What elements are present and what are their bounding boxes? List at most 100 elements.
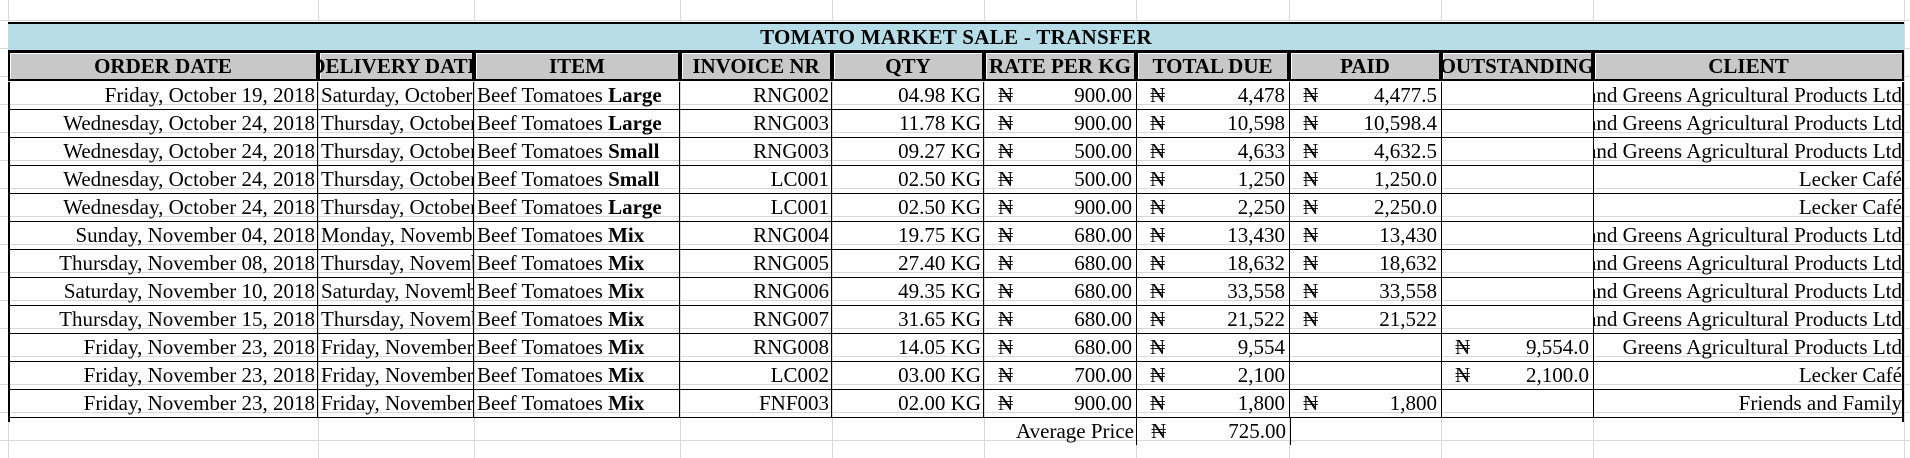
client-cell[interactable]: Reds and Greens Agricultural Products Lt… [1593, 222, 1904, 249]
qty-cell[interactable]: 49.35 KG [832, 278, 984, 305]
item-cell[interactable]: Beef Tomatoes Large [474, 194, 680, 221]
item-cell[interactable]: Beef Tomatoes Mix [474, 362, 680, 389]
paid-cell[interactable]: ₦ 21,522 [1289, 306, 1442, 333]
qty-cell[interactable]: 02.00 KG [832, 390, 984, 417]
qty-cell[interactable]: 27.40 KG [832, 250, 984, 277]
invoice-cell[interactable]: FNF003 [680, 390, 832, 417]
item-cell[interactable]: Beef Tomatoes Mix [474, 250, 680, 277]
outstanding-cell[interactable] [1441, 278, 1594, 305]
column-header[interactable]: QTY [832, 51, 984, 81]
average-price-label-cell[interactable]: Average Price [984, 418, 1136, 445]
client-cell[interactable]: Reds and Greens Agricultural Products Lt… [1593, 82, 1904, 109]
total-due-cell[interactable]: ₦ 2,250 [1136, 194, 1290, 221]
total-due-cell[interactable]: ₦ 4,478 [1136, 82, 1290, 109]
total-due-cell[interactable]: ₦ 33,558 [1136, 278, 1290, 305]
delivery-date-cell[interactable]: Saturday, October [318, 82, 474, 109]
delivery-date-cell[interactable]: Saturday, November [318, 278, 474, 305]
order-date-cell[interactable]: Wednesday, October 24, 2018 [8, 110, 318, 137]
item-cell[interactable]: Beef Tomatoes Mix [474, 306, 680, 333]
rate-cell[interactable]: ₦ 900.00 [984, 110, 1137, 137]
outstanding-cell[interactable]: ₦ 9,554.0 [1441, 334, 1594, 361]
order-date-cell[interactable]: Friday, October 19, 2018 [8, 82, 318, 109]
rate-cell[interactable]: ₦ 680.00 [984, 306, 1137, 333]
client-cell[interactable]: Greens Agricultural Products Ltd [1593, 334, 1904, 361]
delivery-date-cell[interactable]: Thursday, October [318, 138, 474, 165]
item-cell[interactable]: Beef Tomatoes Mix [474, 278, 680, 305]
invoice-cell[interactable]: LC001 [680, 194, 832, 221]
paid-cell[interactable]: ₦ 33,558 [1289, 278, 1442, 305]
paid-cell[interactable] [1289, 362, 1442, 389]
paid-cell[interactable]: ₦ 4,632.5 [1289, 138, 1442, 165]
order-date-cell[interactable]: Saturday, November 10, 2018 [8, 278, 318, 305]
rate-cell[interactable]: ₦ 500.00 [984, 138, 1137, 165]
total-due-cell[interactable]: ₦ 1,800 [1136, 390, 1290, 417]
client-cell[interactable]: Lecker Café [1593, 194, 1904, 221]
outstanding-cell[interactable] [1441, 222, 1594, 249]
column-header[interactable]: INVOICE NR [680, 51, 832, 81]
outstanding-cell[interactable] [1441, 194, 1594, 221]
order-date-cell[interactable]: Thursday, November 08, 2018 [8, 250, 318, 277]
delivery-date-cell[interactable]: Thursday, October [318, 194, 474, 221]
paid-cell[interactable]: ₦ 13,430 [1289, 222, 1442, 249]
item-cell[interactable]: Beef Tomatoes Large [474, 82, 680, 109]
rate-cell[interactable]: ₦ 680.00 [984, 222, 1137, 249]
qty-cell[interactable]: 09.27 KG [832, 138, 984, 165]
qty-cell[interactable]: 14.05 KG [832, 334, 984, 361]
paid-cell[interactable]: ₦ 10,598.4 [1289, 110, 1442, 137]
rate-cell[interactable]: ₦ 900.00 [984, 82, 1137, 109]
column-header[interactable]: RATE PER KG [984, 51, 1136, 81]
delivery-date-cell[interactable]: Friday, November [318, 334, 474, 361]
rate-cell[interactable]: ₦ 700.00 [984, 362, 1137, 389]
rate-cell[interactable]: ₦ 500.00 [984, 166, 1137, 193]
column-header[interactable]: ITEM [474, 51, 680, 81]
sheet-title[interactable]: TOMATO MARKET SALE - TRANSFER [8, 22, 1904, 51]
client-cell[interactable]: Reds and Greens Agricultural Products Lt… [1593, 110, 1904, 137]
client-cell[interactable]: Lecker Café [1593, 362, 1904, 389]
item-cell[interactable]: Beef Tomatoes Small [474, 166, 680, 193]
client-cell[interactable]: Reds and Greens Agricultural Products Lt… [1593, 138, 1904, 165]
paid-cell[interactable]: ₦ 1,250.0 [1289, 166, 1442, 193]
qty-cell[interactable]: 03.00 KG [832, 362, 984, 389]
rate-cell[interactable]: ₦ 900.00 [984, 390, 1137, 417]
outstanding-cell[interactable]: ₦ 2,100.0 [1441, 362, 1594, 389]
order-date-cell[interactable]: Thursday, November 15, 2018 [8, 306, 318, 333]
rate-cell[interactable]: ₦ 680.00 [984, 250, 1137, 277]
paid-cell[interactable]: ₦ 18,632 [1289, 250, 1442, 277]
item-cell[interactable]: Beef Tomatoes Mix [474, 390, 680, 417]
outstanding-cell[interactable] [1441, 390, 1594, 417]
item-cell[interactable]: Beef Tomatoes Small [474, 138, 680, 165]
outstanding-cell[interactable] [1441, 138, 1594, 165]
qty-cell[interactable]: 04.98 KG [832, 82, 984, 109]
item-cell[interactable]: Beef Tomatoes Mix [474, 222, 680, 249]
paid-cell[interactable]: ₦ 4,477.5 [1289, 82, 1442, 109]
column-header[interactable]: CLIENT [1593, 51, 1904, 81]
column-header[interactable]: ORDER DATE [8, 51, 318, 81]
total-due-cell[interactable]: ₦ 1,250 [1136, 166, 1290, 193]
total-due-cell[interactable]: ₦ 4,633 [1136, 138, 1290, 165]
invoice-cell[interactable]: LC002 [680, 362, 832, 389]
client-cell[interactable]: Reds and Greens Agricultural Products Lt… [1593, 278, 1904, 305]
delivery-date-cell[interactable]: Friday, November [318, 390, 474, 417]
column-header[interactable]: PAID [1289, 51, 1441, 81]
order-date-cell[interactable]: Wednesday, October 24, 2018 [8, 194, 318, 221]
column-header[interactable]: OUTSTANDING [1441, 51, 1593, 81]
column-header[interactable]: DELIVERY DATE [318, 51, 474, 81]
paid-cell[interactable]: ₦ 2,250.0 [1289, 194, 1442, 221]
invoice-cell[interactable]: RNG003 [680, 110, 832, 137]
invoice-cell[interactable]: RNG006 [680, 278, 832, 305]
delivery-date-cell[interactable]: Thursday, November [318, 250, 474, 277]
client-cell[interactable]: Friends and Family [1593, 390, 1904, 417]
total-due-cell[interactable]: ₦ 18,632 [1136, 250, 1290, 277]
total-due-cell[interactable]: ₦ 21,522 [1136, 306, 1290, 333]
total-due-cell[interactable]: ₦ 9,554 [1136, 334, 1290, 361]
rate-cell[interactable]: ₦ 680.00 [984, 278, 1137, 305]
outstanding-cell[interactable] [1441, 166, 1594, 193]
paid-cell[interactable]: ₦ 1,800 [1289, 390, 1442, 417]
client-cell[interactable]: Reds and Greens Agricultural Products Lt… [1593, 250, 1904, 277]
total-due-cell[interactable]: ₦ 10,598 [1136, 110, 1290, 137]
column-header[interactable]: TOTAL DUE [1136, 51, 1289, 81]
order-date-cell[interactable]: Friday, November 23, 2018 [8, 334, 318, 361]
invoice-cell[interactable]: RNG007 [680, 306, 832, 333]
qty-cell[interactable]: 11.78 KG [832, 110, 984, 137]
delivery-date-cell[interactable]: Thursday, October [318, 110, 474, 137]
